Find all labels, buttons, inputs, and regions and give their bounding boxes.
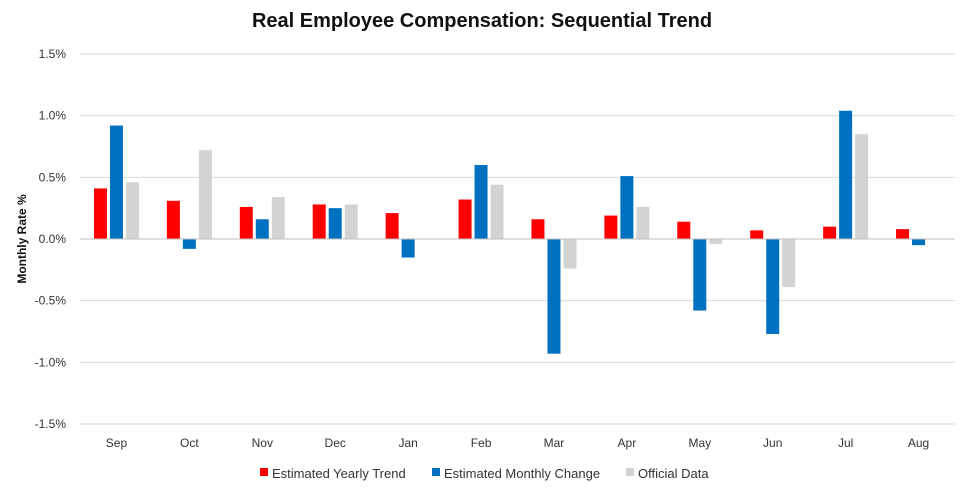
x-tick-label: Jul — [838, 436, 853, 450]
x-tick-label: Feb — [471, 436, 492, 450]
legend-label: Estimated Yearly Trend — [272, 466, 406, 481]
bar-mar-series-3 — [563, 239, 577, 269]
bar-feb-series-2 — [474, 165, 488, 239]
bar-oct-series-1 — [166, 200, 180, 239]
x-axis-ticks: Sep Oct Nov Dec Jan Feb Mar Apr May Jun Jul Aug — [106, 436, 929, 450]
bar-sep-series-3 — [125, 182, 139, 239]
bar-apr-series-1 — [604, 215, 618, 239]
legend: Estimated Yearly Trend Estimated Monthly … — [260, 466, 709, 481]
bar-aug-series-1 — [896, 229, 910, 239]
y-tick-label: -1.5% — [35, 417, 67, 431]
legend-label: Estimated Monthly Change — [444, 466, 600, 481]
bar-jul-series-2 — [839, 110, 853, 239]
x-tick-label: Oct — [180, 436, 199, 450]
x-tick-label: Dec — [325, 436, 346, 450]
y-tick-label: 1.5% — [39, 47, 67, 61]
bar-jun-series-3 — [782, 239, 796, 288]
x-tick-label: Nov — [252, 436, 273, 450]
y-axis-label: Monthly Rate % — [15, 194, 29, 284]
bar-may-series-2 — [693, 239, 707, 311]
bar-jun-series-1 — [750, 230, 764, 239]
x-tick-label: Aug — [908, 436, 929, 450]
y-tick-label: 0.5% — [39, 170, 67, 184]
bar-oct-series-3 — [198, 150, 212, 239]
legend-swatch — [626, 468, 634, 476]
bar-nov-series-3 — [271, 197, 285, 239]
bar-oct-series-2 — [182, 239, 196, 249]
bar-may-series-1 — [677, 221, 691, 239]
gridlines — [80, 53, 955, 425]
bar-feb-series-3 — [490, 184, 504, 239]
x-tick-label: Jan — [398, 436, 417, 450]
bar-nov-series-1 — [239, 206, 253, 239]
bar-jul-series-3 — [855, 134, 869, 239]
bar-mar-series-2 — [547, 239, 561, 354]
bar-nov-series-2 — [255, 219, 269, 239]
x-tick-label: Sep — [106, 436, 128, 450]
bar-feb-series-1 — [458, 199, 472, 239]
y-tick-label: -1.0% — [35, 355, 67, 369]
bar-dec-series-2 — [328, 208, 342, 239]
bar-dec-series-3 — [344, 204, 358, 239]
chart-title: Real Employee Compensation: Sequential T… — [252, 10, 712, 32]
bar-apr-series-3 — [636, 206, 650, 239]
y-tick-label: 0.0% — [39, 232, 67, 246]
bar-sep-series-1 — [93, 188, 107, 239]
x-tick-label: Apr — [618, 436, 637, 450]
bar-mar-series-1 — [531, 219, 545, 239]
y-tick-label: 1.0% — [39, 109, 67, 123]
y-axis-ticks: 1.5% 1.0% 0.5% 0.0% -0.5% -1.0% -1.5% — [35, 47, 67, 431]
x-tick-label: May — [688, 436, 711, 450]
bar-apr-series-2 — [620, 176, 634, 239]
legend-swatch — [260, 468, 268, 476]
bar-jan-series-1 — [385, 213, 399, 239]
bars — [93, 110, 926, 354]
y-tick-label: -0.5% — [35, 294, 67, 308]
bar-jun-series-2 — [766, 239, 780, 334]
bar-aug-series-2 — [912, 239, 926, 246]
x-tick-label: Jun — [763, 436, 782, 450]
bar-dec-series-1 — [312, 204, 326, 239]
bar-jul-series-1 — [823, 226, 837, 239]
bar-may-series-3 — [709, 239, 723, 244]
bar-sep-series-2 — [109, 125, 123, 239]
legend-label: Official Data — [638, 466, 709, 481]
bar-jan-series-2 — [401, 239, 415, 258]
legend-swatch — [432, 468, 440, 476]
x-tick-label: Mar — [544, 436, 565, 450]
